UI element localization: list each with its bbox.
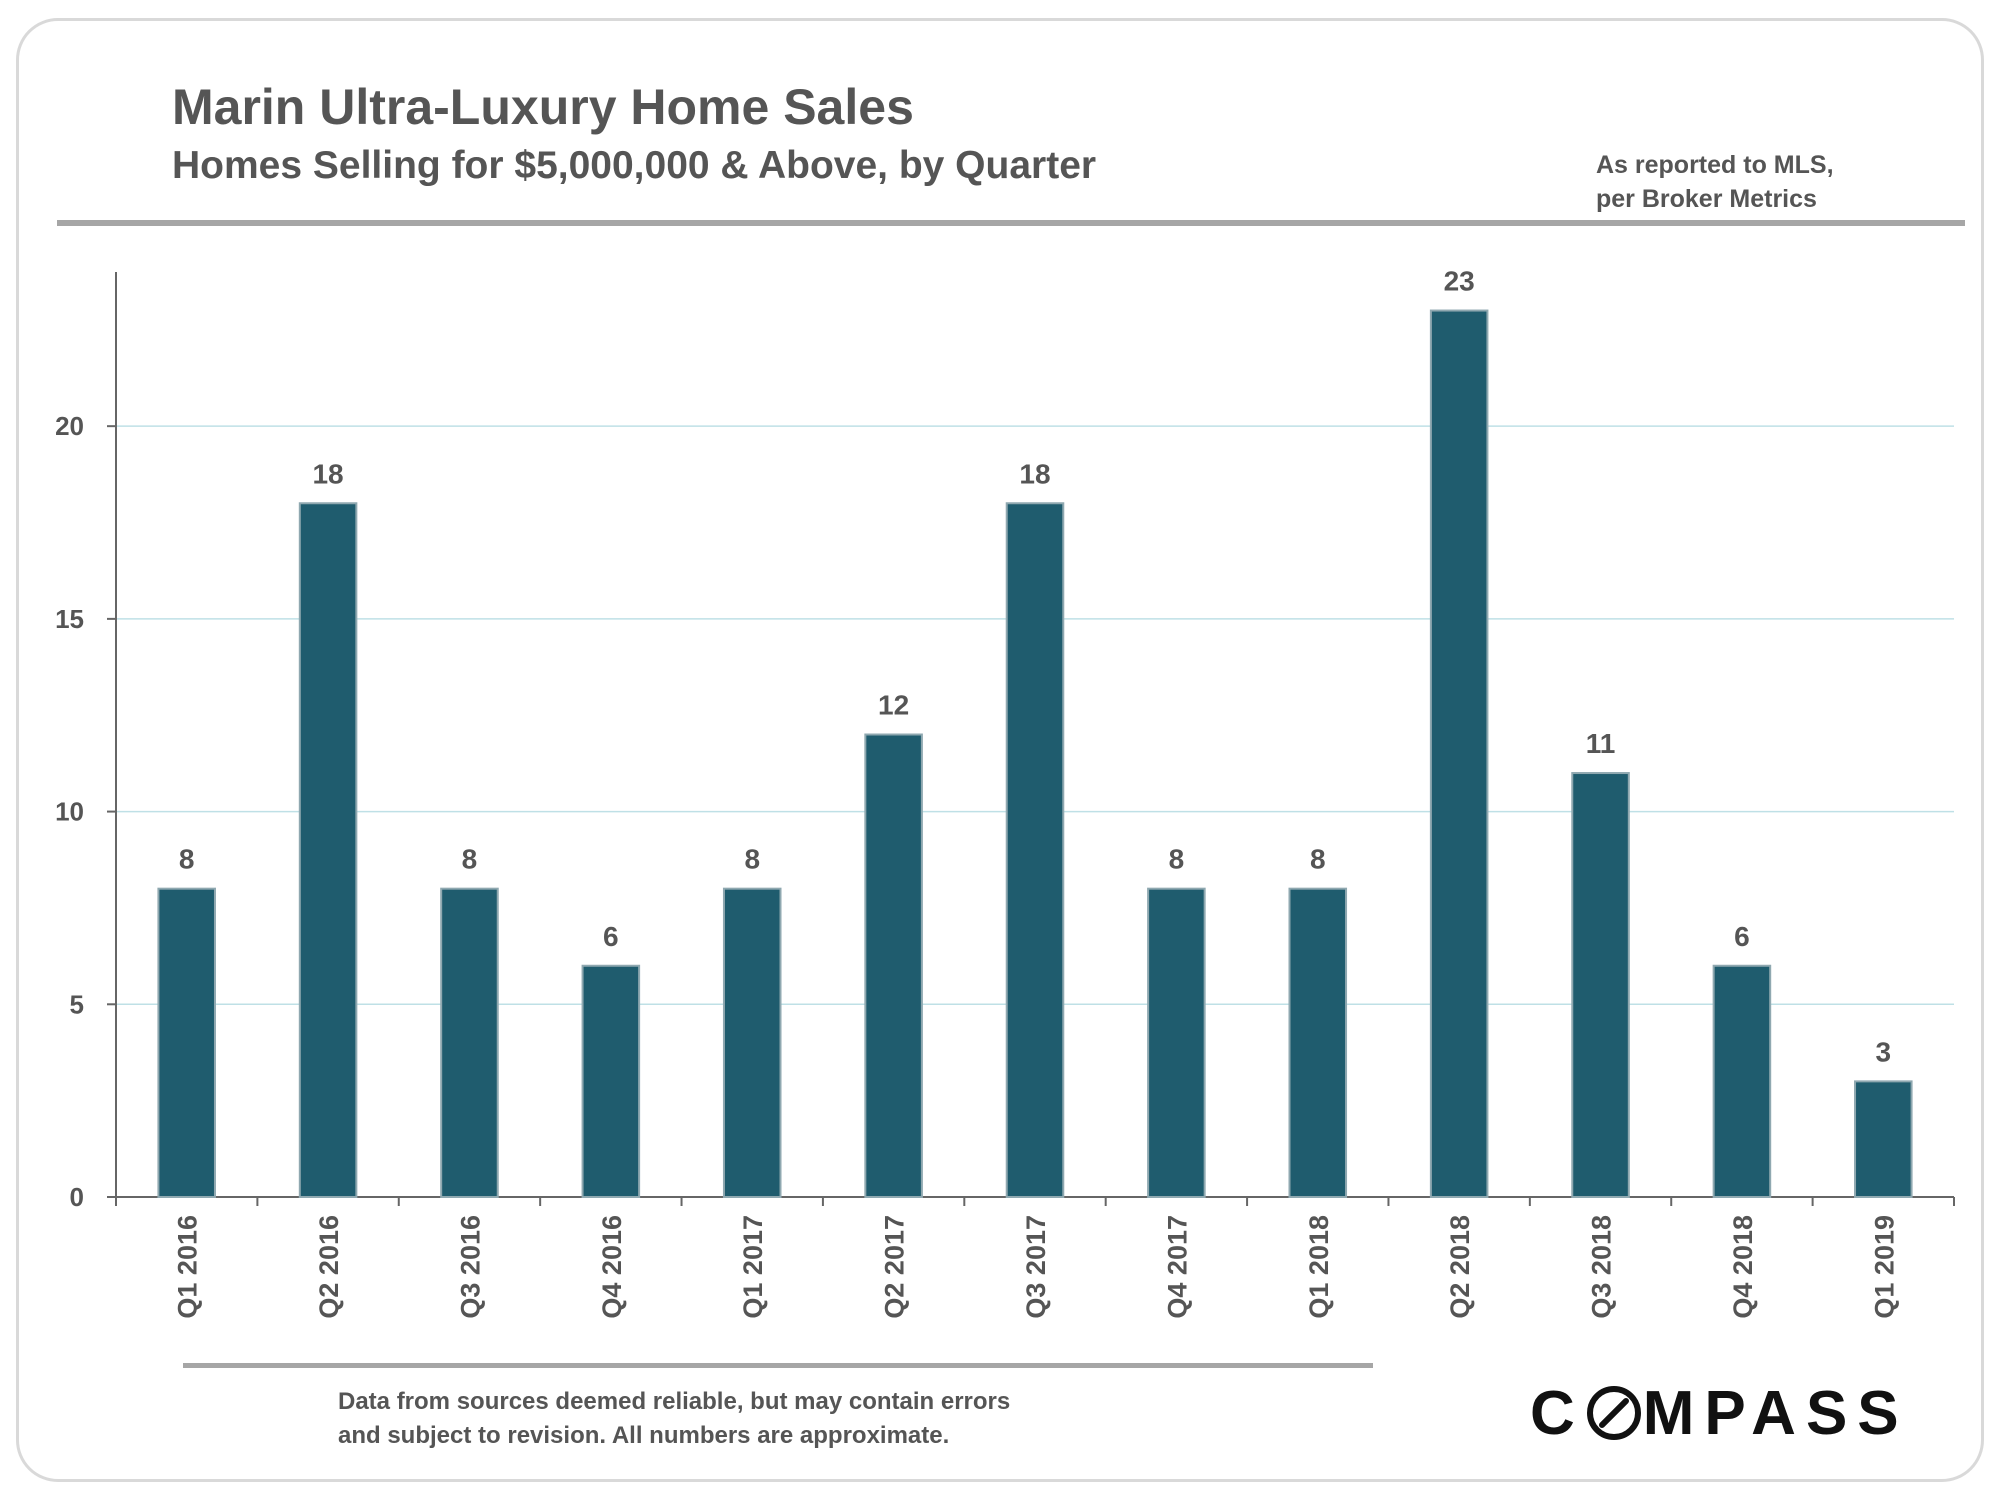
compass-o-icon xyxy=(1586,1386,1641,1440)
bar xyxy=(1005,502,1065,1198)
data-label: 8 xyxy=(462,844,478,875)
data-label: 18 xyxy=(1019,458,1050,489)
data-label: 8 xyxy=(1169,844,1185,875)
disclaimer-line-1: Data from sources deemed reliable, but m… xyxy=(338,1388,1011,1415)
chart-title: Marin Ultra-Luxury Home Sales xyxy=(172,79,914,135)
x-tick-label: Q2 2018 xyxy=(1445,1215,1475,1319)
x-tick-label: Q2 2016 xyxy=(314,1215,344,1319)
x-tick-label: Q3 2017 xyxy=(1021,1215,1051,1319)
bar xyxy=(440,887,499,1199)
source-note-line-1: As reported to MLS, xyxy=(1596,151,1834,179)
source-note: As reported to MLS, per Broker Metrics xyxy=(1596,148,1834,216)
bar xyxy=(722,887,782,1199)
disclaimer: Data from sources deemed reliable, but m… xyxy=(338,1385,1010,1453)
x-tick-label: Q1 2019 xyxy=(1869,1215,1899,1319)
y-tick-label: 5 xyxy=(70,989,84,1019)
disclaimer-line-2: and subject to revision. All numbers are… xyxy=(338,1422,950,1449)
bar xyxy=(581,964,641,1198)
bar xyxy=(298,502,358,1198)
x-tick-label: Q2 2017 xyxy=(880,1215,910,1319)
data-label: 8 xyxy=(1310,844,1326,875)
y-tick-label: 10 xyxy=(55,797,84,827)
bar xyxy=(1712,964,1772,1198)
bar xyxy=(157,887,216,1199)
header-divider xyxy=(57,220,1965,226)
bar-chart: 0 5 10 15 20 8 Q1 2016 18 Q2 2016 8 Q3 2016 6 Q4 201… xyxy=(55,266,1955,1319)
x-tick-label: Q3 2016 xyxy=(455,1215,485,1319)
data-label: 23 xyxy=(1444,266,1475,297)
x-tick-label: Q3 2018 xyxy=(1587,1215,1617,1319)
data-label: 8 xyxy=(744,844,760,875)
data-label: 11 xyxy=(1586,728,1616,759)
y-tick-label: 0 xyxy=(70,1182,84,1212)
y-tick-label: 20 xyxy=(55,411,84,441)
data-label: 6 xyxy=(603,921,619,952)
bar xyxy=(1571,772,1630,1199)
y-tick-label: 15 xyxy=(55,604,84,634)
x-tick-label: Q4 2016 xyxy=(597,1215,627,1319)
data-label: 18 xyxy=(312,458,343,489)
logo-text-suffix: MPASS xyxy=(1642,1378,1909,1448)
data-label: 3 xyxy=(1876,1036,1892,1067)
bar xyxy=(1288,887,1348,1199)
data-label: 8 xyxy=(179,844,195,875)
x-tick-label: Q1 2016 xyxy=(173,1215,203,1319)
bar xyxy=(1854,1080,1913,1198)
x-tick-label: Q4 2017 xyxy=(1162,1215,1192,1319)
bar xyxy=(864,733,923,1198)
source-note-line-2: per Broker Metrics xyxy=(1596,185,1817,213)
data-label: 6 xyxy=(1734,921,1750,952)
chart-subtitle: Homes Selling for $5,000,000 & Above, by… xyxy=(172,144,1097,187)
bar xyxy=(1429,309,1489,1198)
compass-logo: C MPASS xyxy=(1530,1378,1909,1448)
logo-text-prefix: C xyxy=(1530,1378,1585,1448)
x-tick-label: Q1 2017 xyxy=(738,1215,768,1319)
footer-divider xyxy=(183,1363,1373,1368)
data-label: 12 xyxy=(878,690,909,721)
bar xyxy=(1147,887,1206,1199)
x-tick-label: Q1 2018 xyxy=(1304,1215,1334,1319)
x-tick-label: Q4 2018 xyxy=(1728,1215,1758,1319)
